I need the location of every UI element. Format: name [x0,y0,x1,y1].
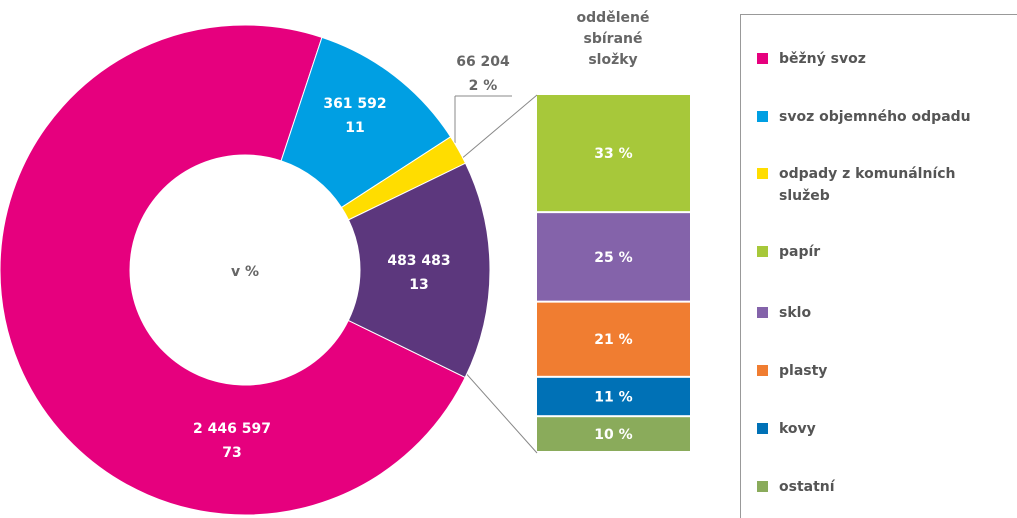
donut-slice [0,24,466,516]
center-label: v % [231,264,259,280]
bar-segment [537,417,690,451]
legend-label: sklo [779,305,812,321]
legend-label: ostatní [779,479,835,495]
legend-swatch [757,365,768,376]
legend-label: odpady z komunálních služeb [779,166,956,204]
legend-label: papír [779,244,821,260]
amount-label: 2 446 597 [193,421,271,437]
bar-segment [537,95,690,212]
legend-swatch [757,246,768,257]
connector-line [462,369,538,454]
bar-segment [537,213,690,301]
value-label: 21 % [594,332,632,348]
legend-box [740,14,1017,518]
value-label: 25 % [594,250,632,266]
amount-label: 66 204 [456,54,510,70]
legend-label: kovy [779,421,816,437]
legend-swatch [757,307,768,318]
value-label: 73 [222,445,241,461]
legend-swatch [757,168,768,179]
legend-label: svoz objemného odpadu [779,109,971,125]
bar-segment [537,377,690,416]
legend-label: plasty [779,363,828,379]
amount-label: 361 592 [323,96,386,112]
legend-swatch [757,53,768,64]
value-label: 10 % [594,427,632,443]
value-label: 11 % [594,390,632,406]
legend-swatch [757,111,768,122]
legend-swatch [757,423,768,434]
connector-line [459,94,538,161]
donut-slice [347,162,491,379]
value-label: 11 [345,120,364,136]
legend-label: běžný svoz [779,51,866,67]
legend-swatch [757,481,768,492]
amount-label: 483 483 [387,253,450,269]
value-label: 2 % [469,78,498,94]
bar-title: oddělené sbírané složky [576,10,650,68]
bar-segment [537,302,690,376]
value-label: 33 % [594,146,632,162]
value-label: 13 [409,277,428,293]
